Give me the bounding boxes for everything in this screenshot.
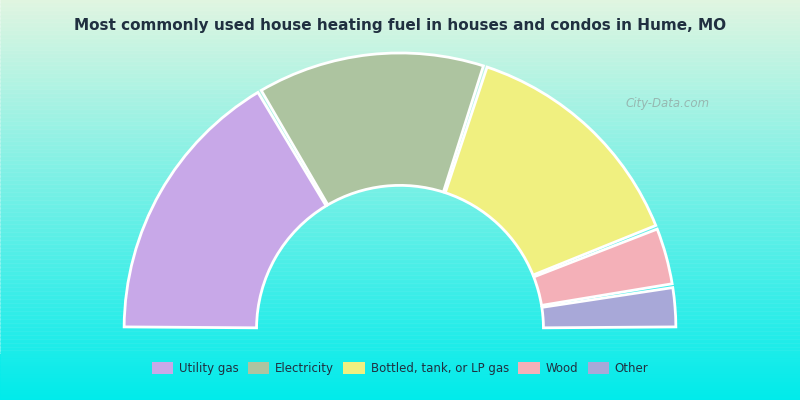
Wedge shape bbox=[542, 288, 676, 328]
Wedge shape bbox=[446, 67, 656, 275]
Text: Most commonly used house heating fuel in houses and condos in Hume, MO: Most commonly used house heating fuel in… bbox=[74, 18, 726, 33]
Wedge shape bbox=[124, 92, 326, 328]
Wedge shape bbox=[262, 53, 483, 205]
Bar bbox=[0, 354, 800, 400]
Wedge shape bbox=[534, 229, 672, 305]
Legend: Utility gas, Electricity, Bottled, tank, or LP gas, Wood, Other: Utility gas, Electricity, Bottled, tank,… bbox=[147, 357, 653, 380]
Text: City-Data.com: City-Data.com bbox=[626, 98, 710, 110]
